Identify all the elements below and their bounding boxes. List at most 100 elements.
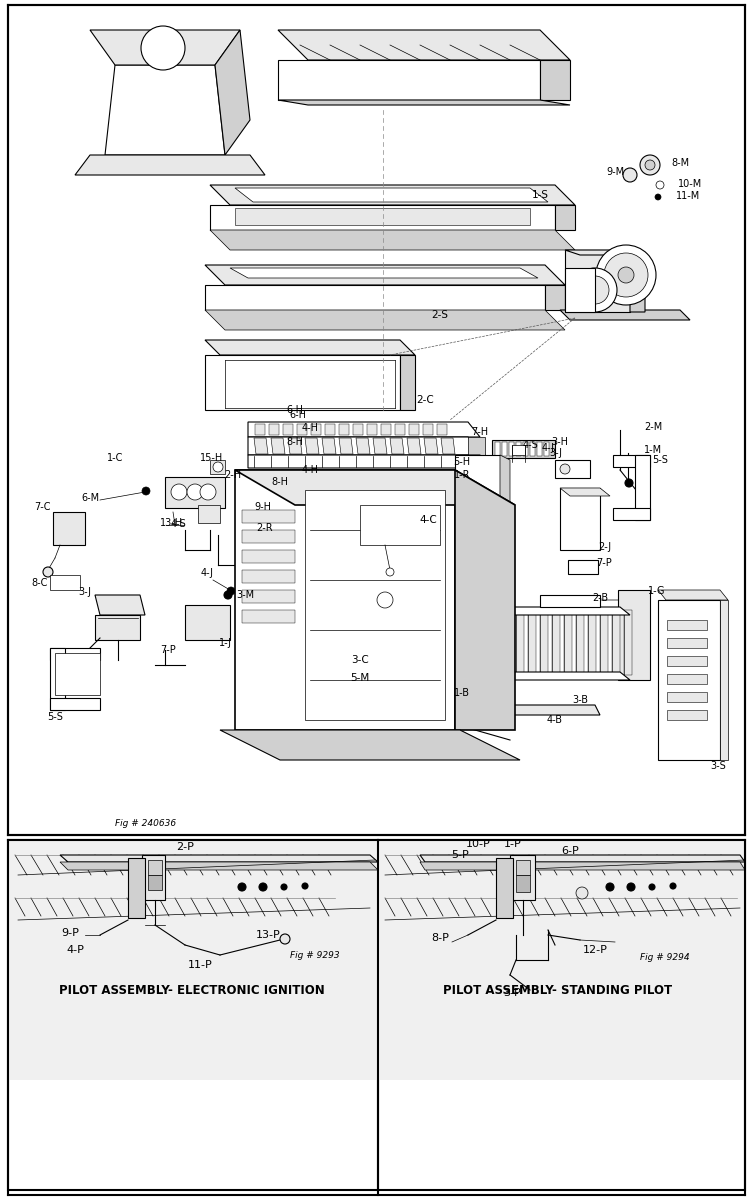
Polygon shape [235, 470, 455, 730]
Polygon shape [305, 438, 319, 454]
Polygon shape [105, 65, 225, 155]
Text: 2-J: 2-J [599, 542, 611, 552]
Polygon shape [50, 648, 100, 660]
Bar [495, 442, 500, 456]
Text: 2-B: 2-B [592, 593, 608, 602]
Text: 6-P: 6-P [561, 846, 579, 856]
Polygon shape [496, 858, 513, 918]
Polygon shape [210, 185, 575, 205]
Text: 7-P: 7-P [160, 646, 176, 655]
Circle shape [43, 566, 53, 577]
Polygon shape [555, 205, 575, 230]
Polygon shape [360, 505, 440, 545]
Polygon shape [142, 854, 165, 900]
Text: 2-H: 2-H [224, 470, 241, 480]
Text: 9-P: 9-P [61, 928, 79, 938]
Polygon shape [90, 30, 240, 65]
Polygon shape [400, 355, 415, 410]
Polygon shape [205, 310, 565, 330]
Bar [198, 505, 220, 523]
Circle shape [637, 493, 645, 502]
Polygon shape [356, 438, 370, 454]
Polygon shape [95, 595, 145, 614]
Text: 1-J: 1-J [219, 638, 232, 648]
Text: 2-R: 2-R [256, 523, 273, 533]
Polygon shape [278, 30, 570, 60]
Polygon shape [720, 600, 728, 760]
Polygon shape [658, 590, 728, 600]
Bar [667, 710, 707, 720]
Circle shape [627, 883, 635, 890]
Circle shape [302, 883, 308, 889]
Polygon shape [613, 508, 650, 520]
Text: 4-S: 4-S [522, 440, 538, 450]
Polygon shape [390, 438, 404, 454]
Polygon shape [242, 550, 295, 563]
Polygon shape [455, 455, 500, 530]
Polygon shape [512, 445, 525, 455]
Polygon shape [595, 600, 645, 610]
Polygon shape [248, 422, 480, 437]
Polygon shape [635, 455, 650, 520]
Circle shape [576, 887, 588, 899]
Polygon shape [424, 438, 438, 454]
Text: 8-H: 8-H [287, 437, 304, 446]
Text: 7-C: 7-C [34, 502, 50, 512]
Polygon shape [516, 860, 530, 875]
Text: 8-P: 8-P [431, 934, 449, 943]
Polygon shape [339, 438, 353, 454]
Circle shape [377, 592, 393, 608]
Polygon shape [381, 424, 391, 434]
Polygon shape [325, 424, 335, 434]
Text: PILOT ASSEMBLY- STANDING PILOT: PILOT ASSEMBLY- STANDING PILOT [444, 984, 672, 996]
Text: Fig # 9294: Fig # 9294 [640, 953, 690, 961]
Polygon shape [242, 570, 295, 583]
Circle shape [656, 181, 664, 188]
Text: 4-S: 4-S [170, 518, 186, 529]
Circle shape [573, 268, 617, 312]
Circle shape [423, 727, 433, 737]
Polygon shape [210, 230, 575, 250]
Polygon shape [420, 862, 745, 870]
Bar [537, 442, 542, 456]
Text: 8-C: 8-C [32, 578, 48, 588]
Polygon shape [339, 424, 349, 434]
Bar [530, 442, 535, 456]
Text: 3-C: 3-C [351, 655, 369, 665]
Text: Fig # 9293: Fig # 9293 [290, 950, 340, 960]
Polygon shape [468, 610, 476, 674]
Polygon shape [395, 424, 405, 434]
Polygon shape [455, 470, 515, 730]
Polygon shape [128, 858, 145, 918]
Polygon shape [618, 590, 650, 680]
Polygon shape [565, 268, 595, 312]
Polygon shape [242, 530, 295, 542]
Polygon shape [205, 355, 400, 410]
Bar [516, 442, 521, 456]
Polygon shape [288, 438, 302, 454]
Circle shape [200, 484, 216, 500]
Circle shape [142, 487, 150, 494]
Circle shape [280, 934, 290, 944]
Circle shape [604, 253, 648, 296]
Text: 7-H: 7-H [472, 427, 489, 437]
Polygon shape [297, 424, 307, 434]
Polygon shape [311, 424, 321, 434]
Text: 1-B: 1-B [454, 688, 470, 698]
Polygon shape [205, 265, 565, 284]
Polygon shape [437, 424, 447, 434]
Polygon shape [555, 460, 590, 478]
Text: 5-S: 5-S [652, 455, 668, 464]
Circle shape [248, 499, 262, 514]
Polygon shape [460, 607, 475, 682]
Polygon shape [613, 455, 650, 467]
Polygon shape [540, 595, 600, 607]
Circle shape [596, 245, 656, 305]
Text: 3-J: 3-J [78, 587, 92, 596]
Bar [523, 442, 528, 456]
Text: 4-P: 4-P [66, 946, 84, 955]
Circle shape [171, 484, 187, 500]
Text: 7-P: 7-P [596, 558, 612, 568]
Text: 1-R: 1-R [453, 470, 470, 480]
Polygon shape [560, 310, 690, 320]
